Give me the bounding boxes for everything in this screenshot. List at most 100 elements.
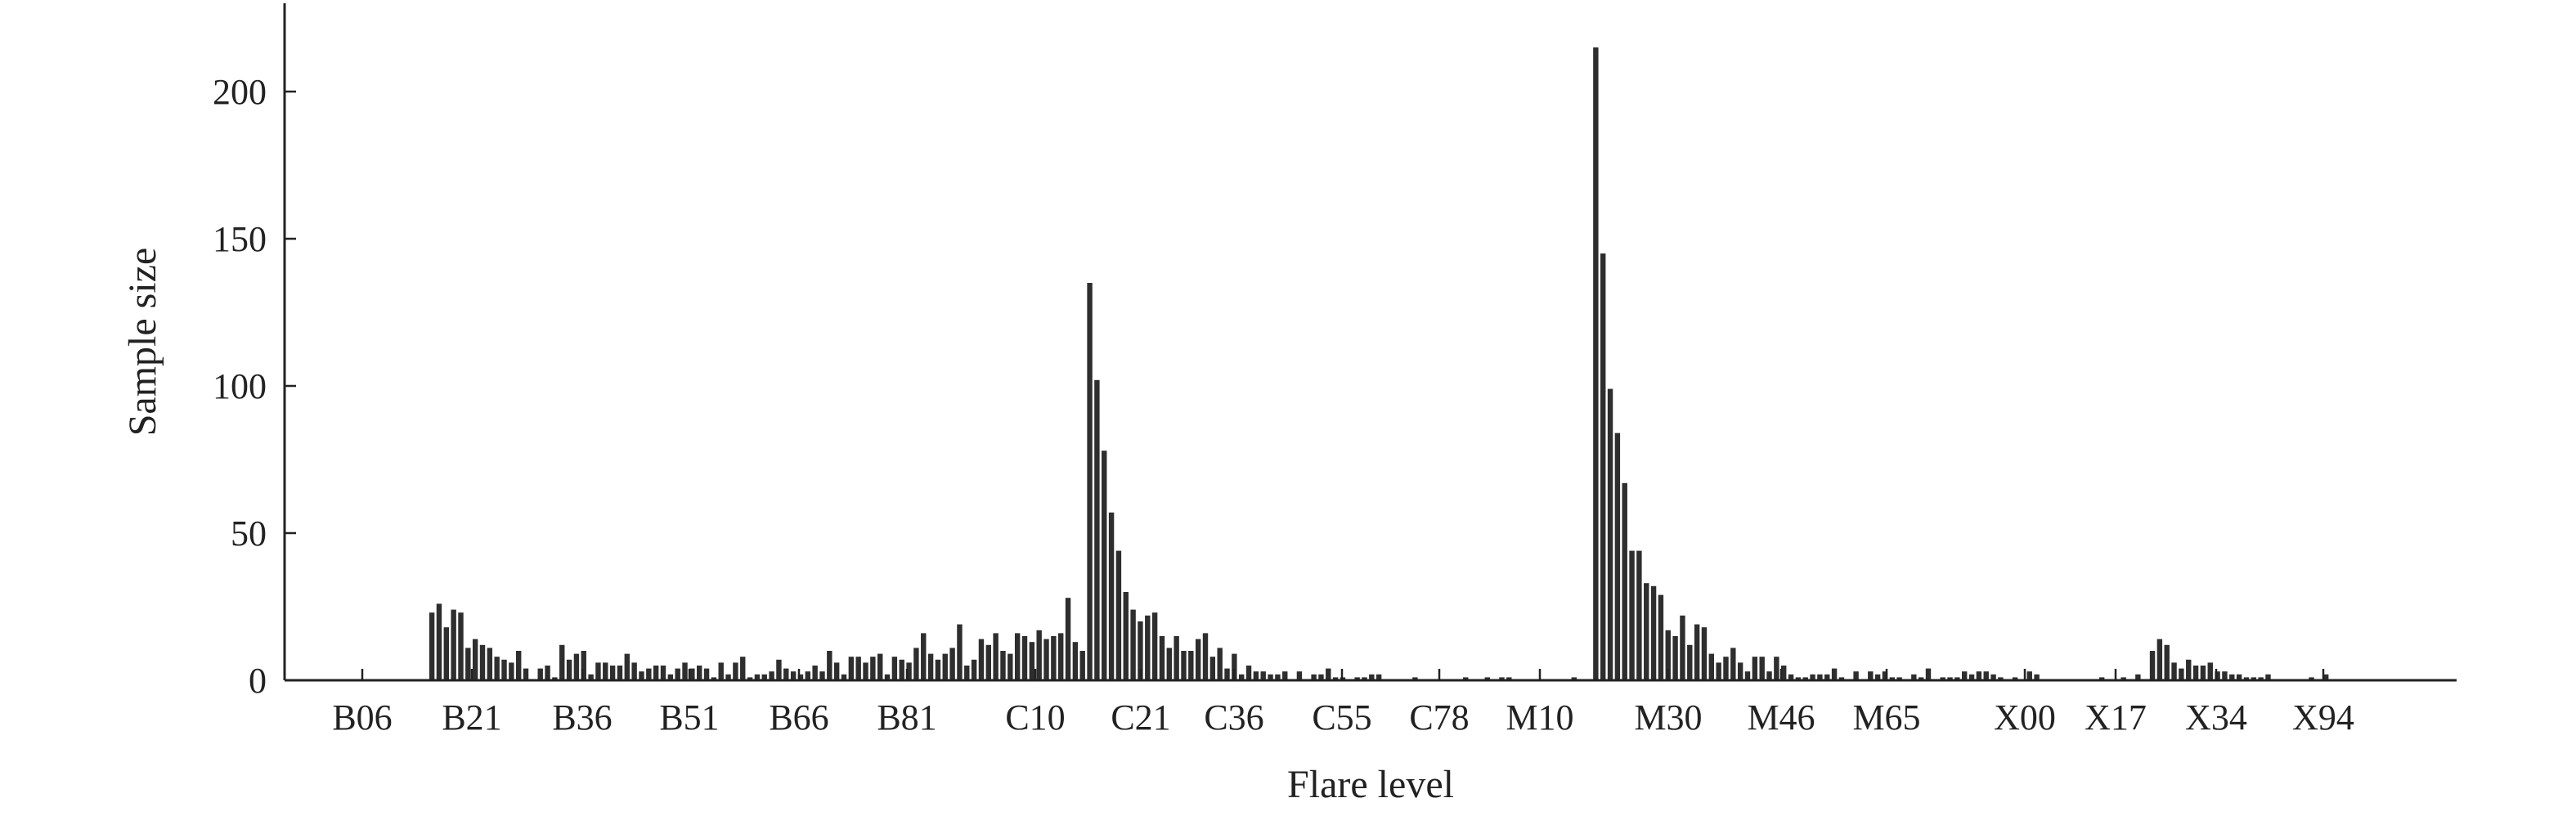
bar	[2309, 677, 2314, 680]
x-tick-label: X34	[2185, 697, 2247, 738]
bar	[1296, 671, 1303, 680]
bar	[1940, 677, 1945, 680]
bar	[660, 666, 666, 680]
bar	[1802, 677, 1808, 680]
bar	[675, 668, 680, 680]
bar	[703, 668, 710, 680]
x-tick-label: M10	[1506, 697, 1573, 738]
bar	[1614, 433, 1621, 680]
bar	[1658, 594, 1664, 680]
bar	[1650, 585, 1657, 680]
bar	[2265, 674, 2271, 680]
bar	[1102, 451, 1107, 680]
bar	[451, 609, 456, 680]
bar	[1369, 674, 1375, 680]
bar	[1607, 388, 1613, 680]
bar	[646, 668, 652, 680]
bar	[595, 662, 601, 680]
bar	[906, 662, 912, 680]
bar	[1072, 642, 1079, 680]
bar	[617, 666, 623, 680]
bar	[697, 666, 702, 680]
bar	[516, 651, 522, 680]
bar	[971, 659, 977, 680]
bar	[523, 668, 529, 680]
bar	[827, 651, 832, 680]
bar	[1138, 621, 1143, 680]
bar	[2179, 668, 2184, 680]
bar	[1896, 677, 1902, 680]
bar	[740, 657, 746, 680]
bar	[552, 677, 558, 680]
bar	[1021, 636, 1028, 680]
bar	[472, 639, 478, 680]
bar	[833, 662, 840, 680]
bar	[1412, 677, 1418, 680]
bar	[805, 671, 810, 680]
bar	[1571, 677, 1577, 680]
bar	[1708, 653, 1714, 680]
bar	[1094, 379, 1100, 680]
bar	[1716, 662, 1721, 680]
bar	[487, 648, 493, 680]
bars-group	[429, 47, 2329, 680]
bar	[863, 662, 868, 680]
bar	[1882, 671, 1888, 680]
bar	[1788, 674, 1794, 680]
bar	[573, 653, 580, 680]
bar	[639, 671, 644, 680]
bar	[783, 668, 789, 680]
x-tick-label: B81	[877, 697, 936, 738]
bar	[2200, 666, 2206, 680]
x-tick-label: X94	[2292, 697, 2354, 738]
bar	[436, 603, 442, 680]
bar	[682, 662, 688, 680]
bar	[1202, 633, 1209, 680]
bar	[667, 674, 674, 680]
bar	[1065, 598, 1071, 680]
bar	[2215, 671, 2220, 680]
x-tick-label: C55	[1312, 697, 1371, 738]
bar	[1730, 648, 1736, 680]
bar	[1874, 674, 1881, 680]
bar	[624, 653, 630, 680]
bar	[761, 674, 767, 680]
x-axis-title: Flare level	[1287, 763, 1454, 806]
bar	[1737, 662, 1744, 680]
bar	[1174, 636, 1179, 680]
bar	[1043, 639, 1049, 680]
bar	[1766, 671, 1772, 680]
y-tick-label: 200	[213, 72, 267, 112]
bar	[1752, 657, 1758, 680]
bar	[1232, 653, 1237, 680]
bar	[501, 659, 507, 680]
bar	[1672, 636, 1678, 680]
bar	[1889, 677, 1895, 680]
bar	[1817, 674, 1823, 680]
bar	[855, 657, 861, 680]
bar	[1976, 671, 1982, 680]
bar	[1990, 674, 1996, 680]
bar	[1701, 627, 1708, 680]
bar	[1166, 648, 1172, 680]
bar	[1925, 668, 1932, 680]
bar	[812, 666, 818, 680]
bar	[1795, 677, 1802, 680]
bar	[2229, 674, 2235, 680]
x-ticks-group: B06 B21 B36 B51 B66 B81 C10 C21 C36 C55 C78 M10 M30 M…	[332, 669, 2354, 738]
bar	[2171, 662, 2177, 680]
bar	[993, 633, 999, 680]
bar	[899, 659, 904, 680]
y-tick-label: 0	[249, 661, 267, 701]
bar	[1008, 653, 1013, 680]
x-tick-label: M30	[1634, 697, 1702, 738]
bar	[1968, 674, 1975, 680]
bar	[2149, 651, 2156, 680]
bar	[1087, 283, 1093, 680]
bar	[1000, 651, 1006, 680]
bar	[1680, 615, 1685, 680]
bar	[2164, 644, 2170, 680]
x-tick-label: C10	[1005, 697, 1065, 738]
bar	[1362, 677, 1367, 680]
